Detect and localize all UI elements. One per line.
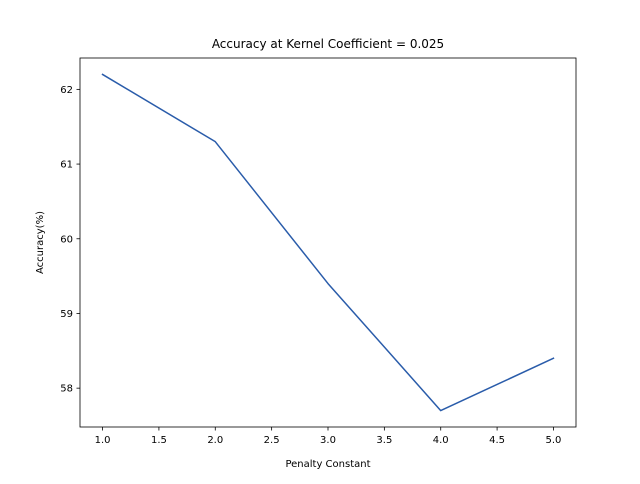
plot-area	[80, 58, 576, 427]
y-axis-ticks: 58 59 60 61 62	[60, 85, 80, 395]
x-tick-label: 4.5	[489, 435, 505, 446]
y-tick-label: 61	[60, 160, 73, 171]
y-tick-label: 60	[60, 234, 73, 245]
x-axis-label: Penalty Constant	[285, 459, 370, 470]
y-tick-label: 58	[60, 384, 73, 395]
chart-title: Accuracy at Kernel Coefficient = 0.025	[212, 37, 444, 51]
x-tick-label: 3.5	[376, 435, 392, 446]
x-tick-label: 1.0	[95, 435, 111, 446]
x-tick-label: 4.0	[433, 435, 449, 446]
y-axis-label: Accuracy(%)	[35, 211, 46, 274]
y-tick-label: 59	[60, 309, 73, 320]
x-tick-label: 2.5	[264, 435, 280, 446]
x-tick-label: 3.0	[320, 435, 336, 446]
x-tick-label: 2.0	[207, 435, 223, 446]
x-axis-ticks: 1.0 1.5 2.0 2.5 3.0 3.5 4.0 4.5 5.0	[95, 427, 562, 446]
series-layer	[101, 73, 555, 412]
x-tick-label: 1.5	[151, 435, 167, 446]
series-line-0	[101, 73, 555, 412]
x-tick-label: 5.0	[546, 435, 562, 446]
y-tick-label: 62	[60, 85, 73, 96]
